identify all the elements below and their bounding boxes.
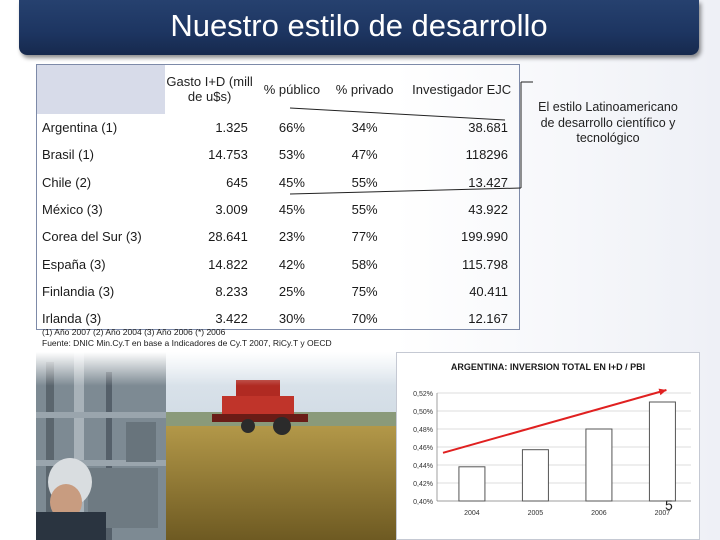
title-bar xyxy=(19,0,699,55)
table-footnotes: (1) Año 2007 (2) Año 2004 (3) Año 2006 (… xyxy=(42,327,332,349)
trend-arrow-head xyxy=(658,388,667,396)
y-tick-label: 0,52% xyxy=(413,391,433,398)
table-corner-shade xyxy=(36,64,165,114)
cell-investigador: 43.922 xyxy=(468,202,508,218)
industry-agriculture-photo xyxy=(36,352,396,540)
cell-publico: 45% xyxy=(278,174,305,190)
cell-privado: 58% xyxy=(351,256,378,272)
cell-country: Corea del Sur (3) xyxy=(42,229,142,245)
cell-gasto: 645 xyxy=(226,174,248,190)
cell-publico: 66% xyxy=(278,120,305,136)
table-row: Irlanda (3) 3.422 30% 70% 12.167 xyxy=(36,305,520,332)
cell-gasto: 3.009 xyxy=(215,202,248,218)
chart-title: ARGENTINA: INVERSION TOTAL EN I+D / PBI xyxy=(450,362,646,372)
connector-line-3 xyxy=(289,187,522,195)
cell-investigador: 38.681 xyxy=(468,120,508,136)
table-row: España (3) 14.822 42% 58% 115.798 xyxy=(36,250,520,277)
cell-gasto: 28.641 xyxy=(208,229,248,245)
cell-privado: 75% xyxy=(351,283,378,299)
footnote-years: (1) Año 2007 (2) Año 2004 (3) Año 2006 (… xyxy=(42,327,226,337)
y-tick-label: 0,46% xyxy=(413,445,433,452)
cell-privado: 55% xyxy=(351,174,378,190)
side-note: El estilo Latinoamericano de desarrollo … xyxy=(538,100,678,145)
chart-plot: 0,40% 0,42% 0,44% 0,46% 0,48% 0,50% 0,52% 2004 2… xyxy=(413,388,691,517)
table-row: Corea del Sur (3) 28.641 23% 77% 199.990 xyxy=(36,223,520,250)
investment-chart: ARGENTINA: INVERSION TOTAL EN I+D / PBI … xyxy=(396,352,700,540)
x-tick-label: 2006 xyxy=(591,510,607,517)
page-number: 5 xyxy=(665,497,673,513)
table-row: México (3) 3.009 45% 55% 43.922 xyxy=(36,196,520,223)
cell-privado: 47% xyxy=(351,147,378,163)
cell-investigador: 12.167 xyxy=(468,311,508,327)
cell-country: México (3) xyxy=(42,202,103,218)
cell-gasto: 14.753 xyxy=(208,147,248,163)
y-tick-label: 0,42% xyxy=(413,481,433,488)
y-tick-label: 0,40% xyxy=(413,499,433,506)
connector-line-1 xyxy=(289,107,506,121)
cell-investigador: 199.990 xyxy=(461,229,508,245)
cell-publico: 30% xyxy=(278,311,305,327)
y-tick-label: 0,48% xyxy=(413,427,433,434)
table-body: Argentina (1) 1.325 66% 34% 38.681 Brasil (1)… xyxy=(36,114,520,332)
cell-privado: 55% xyxy=(351,202,378,218)
cell-investigador: 13.427 xyxy=(468,174,508,190)
x-tick-label: 2007 xyxy=(655,510,671,517)
cell-gasto: 8.233 xyxy=(215,283,248,299)
table-row: Finlandia (3) 8.233 25% 75% 40.411 xyxy=(36,278,520,305)
footnote-source: Fuente: DNIC Min.Cy.T en base a Indicado… xyxy=(42,338,332,348)
cell-investigador: 115.798 xyxy=(461,256,508,272)
chart-bar xyxy=(458,466,486,502)
x-tick-label: 2004 xyxy=(464,510,480,517)
header-publico: % público xyxy=(263,81,321,97)
cell-gasto: 14.822 xyxy=(208,256,248,272)
cell-privado: 70% xyxy=(351,311,378,327)
chart-bar xyxy=(521,449,549,502)
cell-country: Brasil (1) xyxy=(42,147,95,163)
cell-country: España (3) xyxy=(42,256,106,272)
cell-privado: 77% xyxy=(351,229,378,245)
table-row: Chile (2) 645 45% 55% 13.427 xyxy=(36,169,520,196)
table-row: Brasil (1) 14.753 53% 47% 118296 xyxy=(36,141,520,168)
rd-comparison-table: Gasto I+D (mill de u$s) % público % priv… xyxy=(36,64,520,332)
table-header-row: Gasto I+D (mill de u$s) % público % priv… xyxy=(36,64,520,114)
table-frame xyxy=(36,64,520,330)
trend-arrow-line xyxy=(442,389,667,454)
chart-bar xyxy=(585,428,613,502)
cell-country: Irlanda (3) xyxy=(42,311,102,327)
cell-country: Finlandia (3) xyxy=(42,283,115,299)
cell-country: Chile (2) xyxy=(42,174,92,190)
slide-title: Nuestro estilo de desarrollo xyxy=(170,8,548,43)
cell-gasto: 3.422 xyxy=(215,311,248,327)
chart-bar xyxy=(648,401,676,502)
cell-gasto: 1.325 xyxy=(215,120,248,136)
cell-publico: 42% xyxy=(278,256,305,272)
header-privado: % privado xyxy=(335,81,394,97)
cell-publico: 25% xyxy=(278,283,305,299)
cell-investigador: 40.411 xyxy=(469,283,508,299)
cell-publico: 23% xyxy=(278,229,305,245)
y-tick-label: 0,50% xyxy=(413,409,433,416)
cell-investigador: 118296 xyxy=(465,147,508,163)
header-investigador: Investigador EJC xyxy=(412,81,512,97)
table-row: Argentina (1) 1.325 66% 34% 38.681 xyxy=(36,114,520,141)
cell-publico: 45% xyxy=(278,202,305,218)
header-gasto: Gasto I+D (mill de u$s) xyxy=(166,74,253,104)
x-tick-label: 2005 xyxy=(528,510,544,517)
cell-privado: 34% xyxy=(351,120,378,136)
cell-publico: 53% xyxy=(278,147,305,163)
y-tick-label: 0,44% xyxy=(413,463,433,470)
cell-country: Argentina (1) xyxy=(42,120,118,136)
